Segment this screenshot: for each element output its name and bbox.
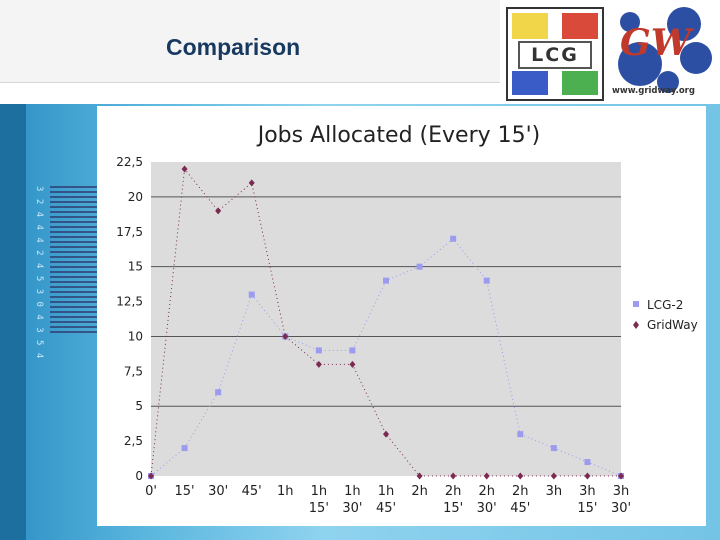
y-tick-label: 5: [135, 399, 143, 413]
series-line: [150, 238, 622, 477]
data-point: [450, 235, 457, 242]
data-point: [181, 165, 188, 173]
x-tick-label: 1h: [311, 484, 328, 499]
x-tick-label: 15': [309, 501, 329, 516]
data-point: [584, 459, 591, 466]
x-tick-label: 45': [242, 484, 262, 499]
slide-header: Comparison: [0, 0, 500, 83]
x-tick-label: 3h: [613, 484, 630, 499]
data-point: [517, 431, 524, 438]
data-point: [215, 389, 222, 396]
x-tick-label: 30': [342, 501, 362, 516]
data-point: [349, 347, 356, 354]
slide-title: Comparison: [166, 34, 301, 60]
series-lines: [150, 167, 622, 477]
y-axis-ticks: 0 2,5 5 7,5 10 12,5 15 17,5 20 22,5: [116, 155, 143, 483]
y-tick-label: 22,5: [116, 155, 143, 169]
y-tick-label: 20: [128, 190, 143, 204]
lcg-logo: LCG: [506, 7, 604, 101]
data-point: [383, 277, 389, 284]
data-point: [349, 360, 356, 368]
data-point: [517, 472, 524, 480]
legend-marker: [633, 321, 639, 329]
data-point: [315, 360, 322, 368]
y-tick-label: 7,5: [124, 364, 143, 378]
data-point: [315, 347, 322, 354]
data-point: [383, 430, 389, 438]
data-point: [550, 472, 557, 480]
data-point: [584, 472, 591, 480]
y-tick-label: 10: [128, 329, 143, 343]
x-tick-label: 2h: [445, 484, 462, 499]
x-tick-label: 1h: [344, 484, 361, 499]
x-tick-label: 30': [208, 484, 228, 499]
y-tick-label: 2,5: [124, 434, 143, 448]
legend-marker: [633, 301, 639, 307]
logo-area: LCG GW www.gridway.org: [500, 0, 720, 104]
barcode-decoration: [50, 186, 98, 334]
jobs-chart: Jobs Allocated (Every 15') 0 2,5 5 7,5 10 12,…: [116, 123, 698, 516]
x-tick-label: 15': [443, 501, 463, 516]
x-tick-label: 2h: [478, 484, 495, 499]
x-tick-label: 45': [376, 501, 396, 516]
data-point: [215, 207, 222, 215]
series-points: [148, 165, 624, 480]
x-tick-label: 15': [175, 484, 195, 499]
legend-label: GridWay: [647, 318, 698, 332]
x-tick-label: 0': [145, 484, 157, 499]
data-point: [416, 472, 423, 480]
y-tick-label: 12,5: [116, 295, 143, 309]
x-axis-ticks: 0' 15' 30' 45' 1h 1h 15' 1h 30' 1h 45' 2h 2h 15' 2h 30'…: [145, 484, 631, 516]
x-tick-label: 2h: [512, 484, 529, 499]
data-point: [148, 472, 154, 480]
data-point: [450, 472, 457, 480]
x-tick-label: 3h: [579, 484, 596, 499]
x-tick-label: 2h: [411, 484, 428, 499]
x-tick-label: 3h: [546, 484, 563, 499]
data-point: [483, 472, 490, 480]
side-digits: 3 2 4 4 4 2 4 5 3 0 4 3 5 4: [34, 186, 44, 360]
x-tick-label: 15': [577, 501, 597, 516]
y-tick-label: 17,5: [116, 225, 143, 239]
data-point: [248, 291, 255, 298]
data-point: [181, 445, 188, 452]
chart-panel: Jobs Allocated (Every 15') 0 2,5 5 7,5 10 12,…: [97, 106, 706, 526]
legend: LCG-2 GridWay: [633, 298, 698, 332]
legend-label: LCG-2: [647, 298, 683, 312]
gridway-url: www.gridway.org: [612, 86, 695, 96]
x-tick-label: 45': [510, 501, 530, 516]
x-tick-label: 1h: [378, 484, 395, 499]
gridway-logo-letters: GW: [620, 22, 692, 64]
gridlines: [151, 196, 621, 407]
left-strip: [0, 104, 26, 540]
data-point: [550, 445, 557, 452]
chart-title: Jobs Allocated (Every 15'): [256, 123, 541, 148]
data-point: [416, 263, 423, 270]
gridway-logo: [618, 7, 712, 93]
x-tick-label: 1h: [277, 484, 294, 499]
plot-area: [151, 162, 621, 476]
y-tick-label: 0: [135, 469, 143, 483]
data-point: [282, 332, 289, 340]
y-tick-label: 15: [128, 260, 143, 274]
x-tick-label: 30': [611, 501, 631, 516]
data-point: [483, 277, 490, 284]
x-tick-label: 30': [477, 501, 497, 516]
data-point: [248, 179, 255, 187]
lcg-logo-text: LCG: [518, 41, 592, 69]
data-point: [618, 472, 624, 480]
